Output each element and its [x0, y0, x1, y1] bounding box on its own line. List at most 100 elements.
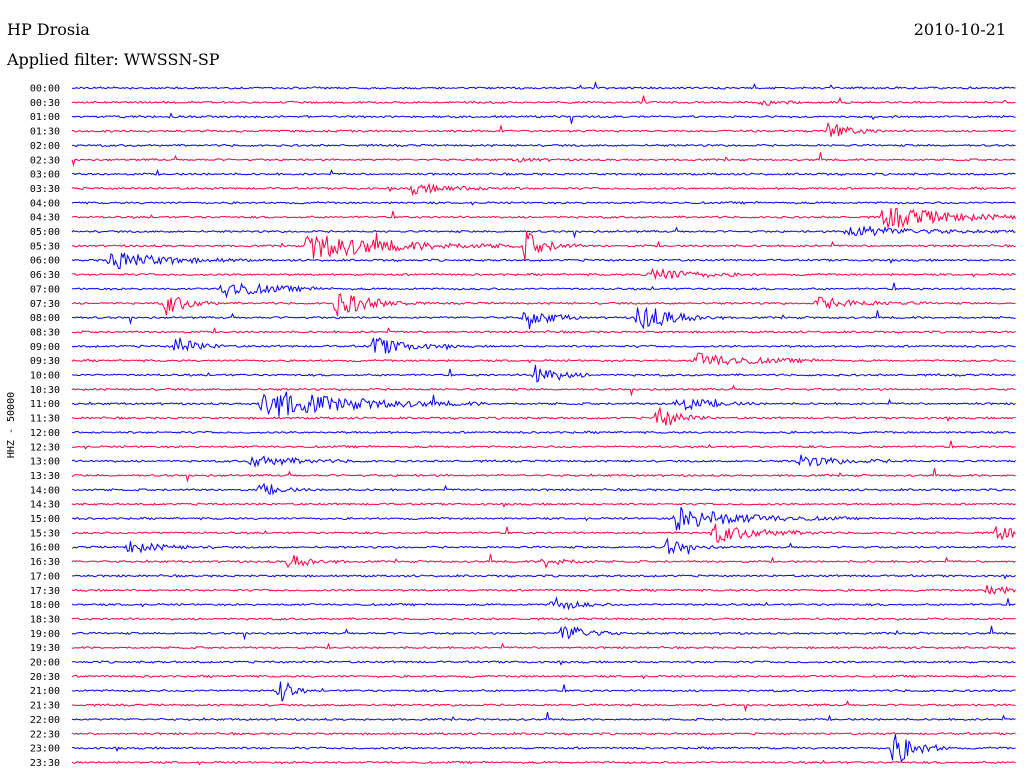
trace-line — [71, 384, 1016, 397]
trace-line — [71, 112, 1016, 124]
time-label: 01:30 — [30, 127, 60, 138]
trace-line — [71, 121, 1016, 137]
time-label: 16:00 — [30, 543, 60, 554]
trace-line — [71, 200, 1016, 206]
time-label: 10:00 — [30, 371, 60, 382]
time-label: 19:00 — [30, 629, 60, 640]
filter-label: Applied filter: WWSSN-SP — [7, 50, 220, 69]
time-label: 03:30 — [30, 184, 60, 195]
time-label: 00:30 — [30, 98, 60, 109]
trace-line — [71, 306, 1016, 330]
trace-line — [72, 506, 1016, 531]
time-label: 13:30 — [30, 471, 60, 482]
trace-line — [71, 169, 1016, 177]
time-label: 19:30 — [30, 643, 60, 654]
time-label: 21:30 — [30, 701, 60, 712]
trace-line — [71, 584, 1016, 595]
trace-line — [71, 712, 1016, 722]
trace-line — [71, 502, 1016, 509]
trace-line — [71, 225, 1016, 239]
time-label: 09:00 — [30, 342, 60, 353]
time-label: 16:30 — [30, 557, 60, 568]
station-name: HP Drosia — [7, 20, 90, 39]
time-label: 00:00 — [30, 84, 60, 95]
trace-line — [71, 617, 1016, 621]
trace-line — [71, 267, 1016, 281]
time-label: 17:00 — [30, 571, 60, 582]
time-label: 11:00 — [30, 399, 60, 410]
time-label: 23:00 — [30, 744, 60, 755]
trace-line — [71, 182, 1016, 197]
time-label: 08:00 — [30, 313, 60, 324]
time-label: 02:00 — [30, 141, 60, 152]
time-label: 07:30 — [30, 299, 60, 310]
trace-rows: 00:00 00:30 01:00 01:30 02:00 02:30 03:00 03:30… — [30, 80, 1016, 769]
trace-line — [71, 759, 1016, 766]
trace-line — [71, 252, 1016, 270]
trace-line — [71, 642, 1016, 650]
trace-line — [71, 80, 1016, 90]
trace-line — [71, 231, 1016, 261]
trace-line — [71, 430, 1016, 435]
time-label: 12:00 — [30, 428, 60, 439]
trace-line — [71, 152, 1016, 168]
time-label: 08:30 — [30, 327, 60, 338]
time-label: 22:30 — [30, 729, 60, 740]
trace-line — [71, 352, 1016, 366]
trace-line — [71, 454, 1016, 469]
time-label: 18:00 — [30, 600, 60, 611]
time-label: 11:30 — [30, 414, 60, 425]
time-label: 05:00 — [30, 227, 60, 238]
time-label: 13:00 — [30, 457, 60, 468]
time-label: 01:00 — [30, 112, 60, 123]
trace-line — [71, 95, 1016, 107]
time-label: 10:30 — [30, 385, 60, 396]
time-label: 18:30 — [30, 614, 60, 625]
time-label: 09:30 — [30, 356, 60, 367]
record-date: 2010-10-21 — [913, 20, 1006, 39]
time-label: 02:30 — [30, 155, 60, 166]
time-label: 23:30 — [30, 758, 60, 769]
time-label: 06:00 — [30, 256, 60, 267]
trace-line — [71, 700, 1016, 713]
trace-line — [71, 523, 1016, 543]
trace-line — [72, 660, 1016, 666]
trace-line — [71, 554, 1016, 569]
time-label: 15:30 — [30, 528, 60, 539]
trace-line — [71, 207, 1016, 229]
time-label: 20:00 — [30, 658, 60, 669]
trace-line — [71, 391, 1016, 417]
time-label: 17:30 — [30, 586, 60, 597]
trace-line — [71, 596, 1016, 611]
trace-line — [71, 681, 1016, 702]
time-label: 07:00 — [30, 284, 60, 295]
trace-line — [71, 734, 1016, 763]
y-axis-label: HHZ - 50000 — [6, 392, 17, 458]
trace-line — [71, 326, 1016, 334]
trace-line — [71, 406, 1016, 426]
trace-line — [71, 625, 1016, 641]
time-label: 21:00 — [30, 686, 60, 697]
time-label: 06:30 — [30, 270, 60, 281]
trace-line — [71, 674, 1016, 680]
trace-line — [71, 731, 1016, 736]
trace-line — [72, 143, 1016, 148]
time-label: 22:00 — [30, 715, 60, 726]
time-label: 04:30 — [30, 213, 60, 224]
trace-line — [71, 574, 1016, 580]
time-label: 12:30 — [30, 442, 60, 453]
trace-line — [71, 537, 1016, 555]
time-label: 20:30 — [30, 672, 60, 683]
time-label: 04:00 — [30, 198, 60, 209]
trace-line — [71, 440, 1016, 450]
time-label: 14:30 — [30, 500, 60, 511]
time-label: 15:00 — [30, 514, 60, 525]
trace-line — [71, 468, 1016, 483]
trace-line — [71, 482, 1016, 496]
time-label: 14:00 — [30, 485, 60, 496]
trace-line — [71, 337, 1016, 354]
trace-line — [71, 293, 1016, 317]
time-label: 03:00 — [30, 170, 60, 181]
trace-line — [71, 364, 1016, 383]
